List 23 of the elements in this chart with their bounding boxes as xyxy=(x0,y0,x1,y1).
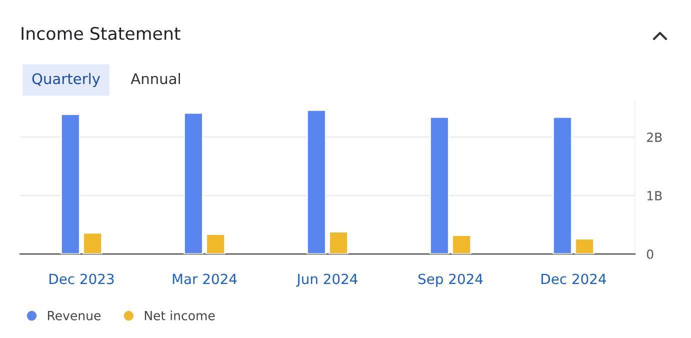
x-tick-label: Dec 2023 xyxy=(50,274,114,284)
bar xyxy=(306,109,326,254)
bar xyxy=(60,114,80,254)
x-tick-label: Sep 2024 xyxy=(418,274,483,287)
y-tick-label: 2B xyxy=(647,132,662,142)
x-tick-label: Mar 2024 xyxy=(172,274,237,284)
chart-title: Income Statement xyxy=(22,26,180,40)
bar xyxy=(430,116,450,254)
bar xyxy=(452,234,472,254)
bar xyxy=(82,232,102,254)
text: Quarterly xyxy=(32,72,100,88)
text: Annual xyxy=(130,72,180,84)
x-tick-label: Jun 2024 xyxy=(296,274,358,287)
bar xyxy=(328,231,348,254)
bar xyxy=(552,116,572,254)
legend-label: Revenue xyxy=(48,311,101,320)
legend-label: Net income xyxy=(144,310,215,320)
y-tick-label: 0 xyxy=(646,249,654,259)
bar xyxy=(574,238,594,254)
bar xyxy=(206,233,226,254)
x-tick-label: Dec 2024 xyxy=(542,274,606,284)
bar xyxy=(184,112,204,254)
y-tick-label: 1B xyxy=(647,191,662,200)
